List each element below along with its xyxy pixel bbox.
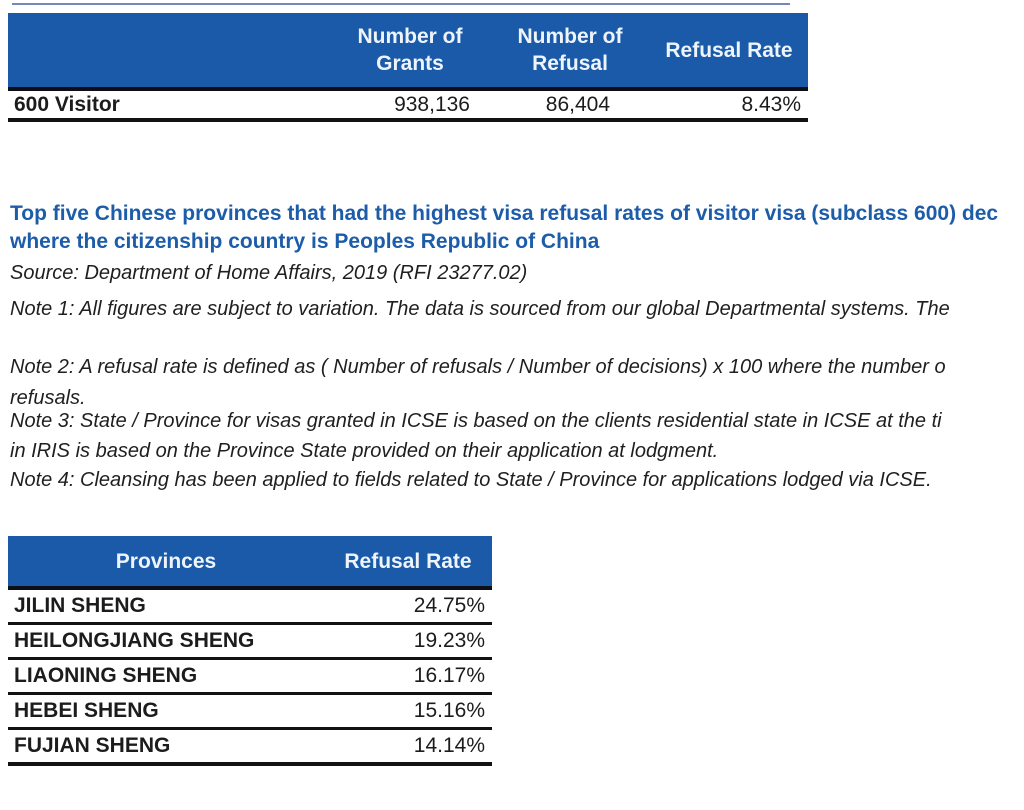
note-4: Note 4: Cleansing has been applied to fi… xyxy=(10,469,932,491)
visa-summary-table: Number of Grants Number of Refusal Refus… xyxy=(8,13,808,122)
refusals-value: 86,404 xyxy=(545,92,610,116)
province-name: JILIN SHENG xyxy=(14,594,146,617)
provinces-refusal-table: Provinces Refusal Rate JILIN SHENG 24.75… xyxy=(8,536,492,766)
row-label-600-visitor: 600 Visitor xyxy=(14,92,120,116)
page-edge-artifact-line xyxy=(12,3,790,5)
source-line: Source: Department of Home Affairs, 2019… xyxy=(10,262,528,284)
summary-table-header-row: Number of Grants Number of Refusal Refus… xyxy=(8,13,808,91)
provinces-col-header: Provinces xyxy=(115,549,217,573)
summary-col-rate: Refusal Rate xyxy=(665,38,793,62)
summary-col-refusal: Number of Refusal xyxy=(517,25,623,75)
table-row: LIAONING SHENG 16.17% xyxy=(8,660,492,695)
grants-value: 938,136 xyxy=(394,92,470,116)
section-heading-line2: where the citizenship country is Peoples… xyxy=(10,230,600,253)
note-3-line1: Note 3: State / Province for visas grant… xyxy=(10,410,942,432)
table-row: JILIN SHENG 24.75% xyxy=(8,590,492,625)
note-1: Note 1: All figures are subject to varia… xyxy=(10,298,950,320)
note-2-line2: refusals. xyxy=(10,387,86,409)
section-heading-line1: Top five Chinese provinces that had the … xyxy=(10,202,999,225)
table-row: FUJIAN SHENG 14.14% xyxy=(8,730,492,766)
province-name: HEILONGJIANG SHENG xyxy=(14,629,255,652)
note-3-line2: in IRIS is based on the Province State p… xyxy=(10,440,719,462)
province-name: FUJIAN SHENG xyxy=(14,734,171,757)
province-rate: 16.17% xyxy=(413,664,485,687)
province-rate: 14.14% xyxy=(413,734,485,757)
province-rate: 24.75% xyxy=(413,594,485,617)
provinces-table-header-row: Provinces Refusal Rate xyxy=(8,536,492,590)
province-name: HEBEI SHENG xyxy=(14,699,159,722)
province-rate: 19.23% xyxy=(413,629,485,652)
provinces-rate-col-header: Refusal Rate xyxy=(344,549,472,573)
summary-col-grants: Number of Grants xyxy=(357,25,463,75)
note-2-line1: Note 2: A refusal rate is defined as ( N… xyxy=(10,356,946,378)
table-row: HEILONGJIANG SHENG 19.23% xyxy=(8,625,492,660)
rate-value: 8.43% xyxy=(741,92,801,116)
table-row: 600 Visitor 938,136 86,404 8.43% xyxy=(8,91,808,122)
table-row: HEBEI SHENG 15.16% xyxy=(8,695,492,730)
province-name: LIAONING SHENG xyxy=(14,664,198,687)
province-rate: 15.16% xyxy=(413,699,485,722)
